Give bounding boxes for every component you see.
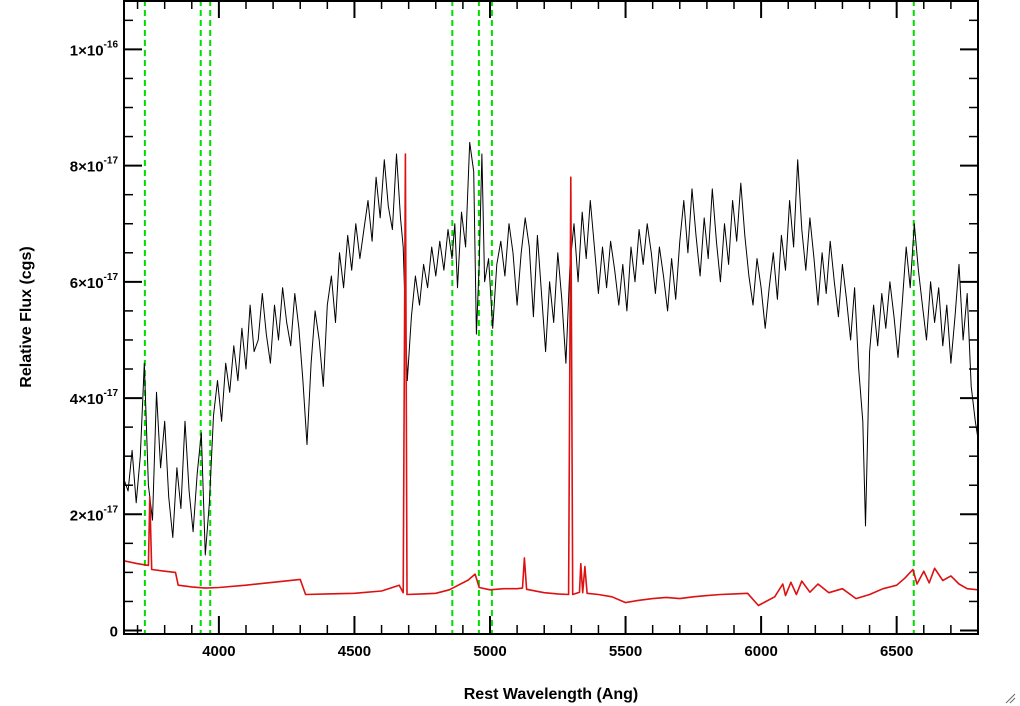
- x-tick-label: 5500: [609, 643, 642, 660]
- x-tick-label: 6500: [880, 643, 913, 660]
- flux-series-line: [124, 141, 978, 556]
- x-tick-label: 5000: [473, 643, 506, 660]
- x-tick-label: 6000: [744, 643, 777, 660]
- x-tick-label: 4000: [202, 643, 235, 660]
- y-tick-label: 4×10-17: [70, 388, 119, 408]
- x-tick-label: 4500: [338, 643, 371, 660]
- y-tick-label: 2×10-17: [70, 504, 119, 524]
- y-axis-label: Relative Flux (cgs): [18, 246, 35, 387]
- y-ticks: 0 2×10-17 4×10-17 6×10-17 8×10-17 1×10-16: [70, 19, 978, 641]
- plot-frame: [123, 0, 979, 635]
- resize-grip-icon[interactable]: [1004, 692, 1016, 704]
- y-tick-label: 0: [110, 624, 118, 641]
- error-series-line: [124, 153, 978, 607]
- x-axis-label: Rest Wavelength (Ang): [464, 686, 639, 703]
- x-ticks: 4000 4500 5000 5500 6000 6500: [136, 0, 979, 660]
- series-layer: [124, 141, 978, 607]
- reference-lines: [143, 0, 915, 634]
- y-tick-label: 1×10-16: [70, 39, 119, 59]
- y-tick-label: 8×10-17: [70, 156, 119, 176]
- y-tick-label: 6×10-17: [70, 272, 119, 292]
